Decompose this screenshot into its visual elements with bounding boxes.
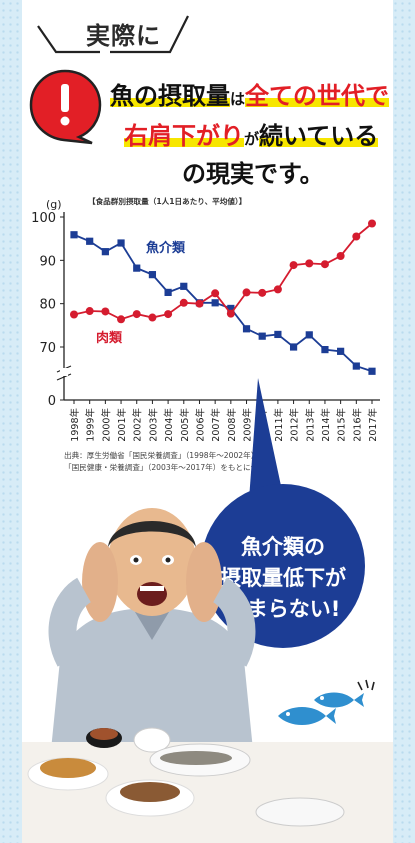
x-tick-label: 2007年 xyxy=(210,408,222,442)
data-point-circle xyxy=(289,261,298,270)
data-point-square xyxy=(352,362,360,370)
x-tick-label: 2009年 xyxy=(242,408,254,442)
x-tick-label: 2014年 xyxy=(320,408,332,442)
source-note-2: 「国民健康・栄養調査」（2003年〜2017年）をもとに作成 xyxy=(64,463,266,472)
data-point-circle xyxy=(179,298,188,307)
data-point-circle xyxy=(164,310,173,319)
x-tick-label: 2001年 xyxy=(116,408,128,442)
y-tick-label: 90 xyxy=(39,254,56,269)
series-label-meat: 肉類 xyxy=(96,330,123,346)
headline-declining: 右肩下がり xyxy=(124,122,244,150)
y-tick-label: 0 xyxy=(48,394,56,409)
data-point-square xyxy=(70,231,78,239)
headline-line-3: の現実です。 xyxy=(182,160,324,188)
data-point-square xyxy=(117,239,125,247)
data-point-circle xyxy=(85,307,94,316)
x-tick-label: 2005年 xyxy=(179,408,191,442)
data-point-circle xyxy=(320,260,329,269)
data-point-circle xyxy=(148,313,157,322)
data-point-square xyxy=(305,331,313,339)
data-point-square xyxy=(133,264,141,272)
series-label-fish: 魚介類 xyxy=(146,240,186,256)
data-point-circle xyxy=(226,309,235,318)
data-point-circle xyxy=(352,232,361,241)
data-point-square xyxy=(289,343,298,351)
y-tick-label: 70 xyxy=(39,341,56,356)
y-tick-label: 100 xyxy=(31,211,56,226)
headline-particle-1: は xyxy=(230,90,246,108)
x-tick-label: 1999年 xyxy=(85,408,97,442)
chart-series xyxy=(70,219,376,375)
data-point-circle xyxy=(336,252,345,260)
headline-fish-intake: 魚の摂取量 xyxy=(110,82,230,110)
shocked-man-photo xyxy=(48,508,256,760)
data-point-square xyxy=(101,248,109,256)
data-point-square xyxy=(274,330,282,339)
x-tick-label: 2011年 xyxy=(273,408,285,442)
data-point-square xyxy=(148,271,157,279)
badge-frame xyxy=(37,15,189,54)
x-tick-label: 2002年 xyxy=(132,408,144,442)
bubble-line-1: 魚介類の xyxy=(241,535,325,559)
data-point-square xyxy=(227,304,235,313)
x-tick-label: 2013年 xyxy=(304,408,316,442)
data-point-circle xyxy=(101,307,110,316)
headline-line-1: 魚の摂取量は全ての世代で xyxy=(110,76,390,111)
data-point-circle xyxy=(273,285,282,294)
data-point-square xyxy=(180,282,188,290)
bubble-text: 魚介類の 摂取量低下が 止まらない! xyxy=(208,532,358,625)
data-point-circle xyxy=(195,299,204,308)
data-point-circle xyxy=(117,315,126,324)
x-tick-label: 1998年 xyxy=(69,408,81,442)
x-tick-label: 2000年 xyxy=(100,408,112,442)
x-tick-label: 2017年 xyxy=(367,408,379,442)
data-point-square xyxy=(337,347,345,355)
data-point-square xyxy=(86,237,94,245)
x-tick-label: 2016年 xyxy=(351,408,363,442)
data-point-square xyxy=(164,288,172,296)
data-point-square xyxy=(211,299,219,307)
chart-caption: 【食品群別摂取量（1人1日あたり、平均値）】 xyxy=(88,197,247,206)
fish-icon xyxy=(278,679,375,725)
data-point-circle xyxy=(258,288,267,297)
bubble-line-2: 摂取量低下が xyxy=(220,566,346,590)
data-point-circle xyxy=(70,310,78,319)
x-tick-label: 2004年 xyxy=(163,408,175,442)
source-note-1: 出典：厚生労働省「国民栄養調査」（1998年〜2002年） xyxy=(64,451,259,460)
headline-continuing: 続いている xyxy=(259,122,379,150)
data-point-square xyxy=(242,325,251,333)
headline-particle-2: が xyxy=(244,130,260,148)
headline-all-generations: 全ての世代で xyxy=(245,82,390,110)
data-point-circle xyxy=(211,289,220,298)
y-axis-unit: (g) xyxy=(46,198,62,211)
x-tick-label: 2012年 xyxy=(289,408,301,442)
exclamation-icon xyxy=(29,69,102,145)
data-point-circle xyxy=(242,288,251,297)
axis-break-gap xyxy=(60,368,68,376)
data-point-circle xyxy=(132,310,141,319)
headline-line-2: 右肩下がりが続いている xyxy=(124,116,379,151)
data-point-square xyxy=(368,367,376,375)
data-point-circle xyxy=(368,219,376,228)
y-tick-label: 80 xyxy=(39,298,56,313)
x-tick-label: 2003年 xyxy=(147,408,159,442)
data-point-square xyxy=(321,346,329,354)
chart-axes xyxy=(56,212,380,404)
x-tick-label: 2008年 xyxy=(226,408,238,442)
x-tick-label: 2006年 xyxy=(194,408,206,442)
food-table xyxy=(22,727,393,843)
x-tick-label: 2015年 xyxy=(336,408,348,442)
data-point-circle xyxy=(305,259,314,268)
badge-label: 実際に xyxy=(86,22,161,50)
data-point-square xyxy=(258,332,266,340)
